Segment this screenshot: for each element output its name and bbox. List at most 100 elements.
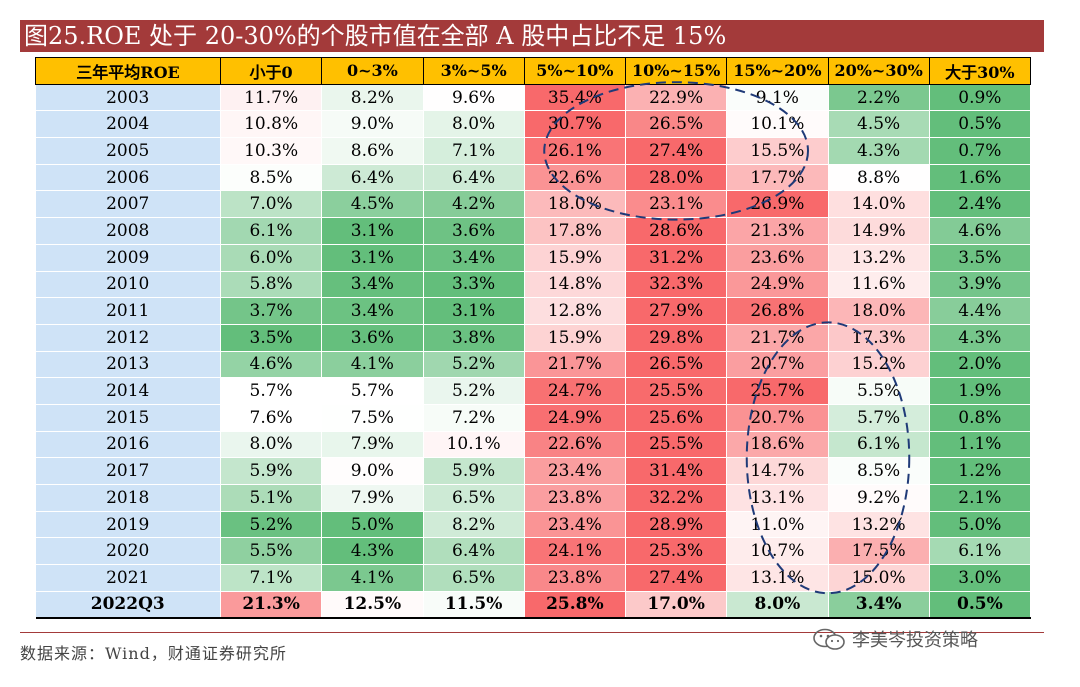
heat-cell: 9.0% <box>321 457 424 485</box>
heat-cell: 4.4% <box>929 297 1032 325</box>
heat-cell: 5.7% <box>828 404 930 432</box>
row-label: 2022Q3 <box>35 591 221 619</box>
row-label: 2018 <box>35 484 221 512</box>
column-header: 15%~20% <box>726 57 829 85</box>
table-header-row: 三年平均ROE 小于0 0~3% 3%~5% 5%~10% 10%~15% 15%~20% 2… <box>35 57 1032 85</box>
heat-cell: 5.9% <box>220 457 323 485</box>
heat-cell: 5.5% <box>220 537 323 566</box>
row-label: 2007 <box>35 190 221 219</box>
heat-cell: 25.7% <box>726 377 829 405</box>
heat-cell: 2.0% <box>929 351 1032 379</box>
column-header: 3%~5% <box>422 57 525 85</box>
heat-cell: 26.5% <box>625 110 728 139</box>
table-row: 2012 3.5% 3.6% 3.8% 15.9% 29.8% 21.7% 17.3% 4.3% <box>35 324 1032 352</box>
heat-cell: 3.1% <box>321 217 424 245</box>
heat-cell: 5.2% <box>423 377 525 405</box>
footer-divider <box>20 632 1044 633</box>
heat-cell: 14.0% <box>828 190 930 219</box>
heat-cell: 23.8% <box>524 484 627 512</box>
table-row: 2017 5.9% 9.0% 5.9% 23.4% 31.4% 14.7% 8.5% 1.2% <box>35 457 1032 485</box>
table-row: 2004 10.8% 9.0% 8.0% 30.7% 26.5% 10.1% 4.5% 0.5% <box>35 110 1032 139</box>
heat-cell: 5.9% <box>423 457 525 485</box>
table-row: 2015 7.6% 7.5% 7.2% 24.9% 25.6% 20.7% 5.7% 0.8% <box>35 404 1032 432</box>
heat-cell: 3.1% <box>423 297 525 325</box>
heat-cell: 12.8% <box>524 297 627 325</box>
roe-heatmap-table: 三年平均ROE 小于0 0~3% 3%~5% 5%~10% 10%~15% 15%~20% 2… <box>35 57 1032 619</box>
heat-cell: 23.6% <box>726 244 829 272</box>
heat-cell: 9.2% <box>828 484 930 512</box>
heat-cell: 6.5% <box>423 564 525 592</box>
row-header-label: 三年平均ROE <box>35 57 221 85</box>
heat-cell: 5.2% <box>423 351 525 379</box>
watermark-text: 李美岑投资策略 <box>852 630 978 651</box>
row-label: 2009 <box>35 244 221 272</box>
heat-cell: 21.3% <box>220 591 323 619</box>
heat-cell: 32.3% <box>625 271 728 299</box>
heat-cell: 5.7% <box>220 377 323 405</box>
heat-cell: 1.9% <box>929 377 1032 405</box>
heat-cell: 6.1% <box>929 537 1032 566</box>
row-label: 2011 <box>35 297 221 325</box>
heat-cell: 13.2% <box>828 511 930 539</box>
heat-cell: 24.9% <box>524 404 627 432</box>
table-row: 2006 8.5% 6.4% 6.4% 22.6% 28.0% 17.7% 8.8% 1.6% <box>35 164 1032 192</box>
watermark: 李美岑投资策略 <box>812 626 978 652</box>
heat-cell: 0.7% <box>929 137 1032 165</box>
heat-cell: 10.1% <box>726 110 829 139</box>
heat-cell: 24.7% <box>524 377 627 405</box>
heat-cell: 9.1% <box>726 84 829 112</box>
heat-cell: 14.9% <box>828 217 930 245</box>
heat-cell: 20.7% <box>726 404 829 432</box>
heat-cell: 25.5% <box>625 377 728 405</box>
heat-cell: 2.2% <box>828 84 930 112</box>
heat-cell: 31.2% <box>625 244 728 272</box>
heat-cell: 3.0% <box>929 564 1032 592</box>
heat-cell: 1.6% <box>929 164 1032 192</box>
heat-cell: 11.6% <box>828 271 930 299</box>
row-label: 2020 <box>35 537 221 566</box>
row-label: 2019 <box>35 511 221 539</box>
heat-cell: 2.4% <box>929 190 1032 219</box>
heat-cell: 3.1% <box>321 244 424 272</box>
row-label: 2021 <box>35 564 221 592</box>
column-header: 小于0 <box>219 57 323 85</box>
heat-cell: 25.6% <box>625 404 728 432</box>
heat-cell: 6.4% <box>423 537 525 566</box>
heat-cell: 25.3% <box>625 537 728 566</box>
heat-cell: 18.0% <box>828 297 930 325</box>
heat-cell: 26.5% <box>625 351 728 379</box>
heat-cell: 3.9% <box>929 271 1032 299</box>
heat-cell: 5.8% <box>220 271 323 299</box>
heat-cell: 7.1% <box>423 137 525 165</box>
heat-cell: 4.1% <box>321 351 424 379</box>
heat-cell: 10.1% <box>423 431 525 459</box>
heat-cell: 15.2% <box>828 351 930 379</box>
heat-cell: 26.1% <box>524 137 627 165</box>
heat-cell: 1.2% <box>929 457 1032 485</box>
heat-cell: 4.2% <box>423 190 525 219</box>
table-row: 2003 11.7% 8.2% 9.6% 35.4% 22.9% 9.1% 2.2% 0.9% <box>35 84 1032 112</box>
heat-cell: 7.9% <box>321 484 424 512</box>
column-header: 20%~30% <box>827 57 930 85</box>
heat-cell: 4.6% <box>929 217 1032 245</box>
heat-cell: 22.6% <box>524 164 627 192</box>
heat-cell: 8.8% <box>828 164 930 192</box>
heat-cell: 4.6% <box>220 351 323 379</box>
heat-cell: 17.7% <box>726 164 829 192</box>
heat-cell: 30.7% <box>524 110 627 139</box>
chart-title: 图25.ROE 处于 20-30%的个股市值在全部 A 股中占比不足 15% <box>20 20 1044 52</box>
table-row: 2008 6.1% 3.1% 3.6% 17.8% 28.6% 21.3% 14.9% 4.6% <box>35 217 1032 245</box>
heat-cell: 2.1% <box>929 484 1032 512</box>
heat-cell: 4.1% <box>321 564 424 592</box>
heat-cell: 9.6% <box>423 84 525 112</box>
heat-cell: 29.8% <box>625 324 728 352</box>
heat-cell: 8.2% <box>321 84 424 112</box>
heat-cell: 14.7% <box>726 457 829 485</box>
heat-cell: 25.8% <box>524 591 627 619</box>
heat-cell: 5.0% <box>321 511 424 539</box>
heat-cell: 8.0% <box>726 591 829 619</box>
heat-cell: 23.4% <box>524 511 627 539</box>
table-row: 2011 3.7% 3.4% 3.1% 12.8% 27.9% 26.8% 18.0% 4.4% <box>35 297 1032 325</box>
heat-cell: 0.8% <box>929 404 1032 432</box>
row-label: 2006 <box>35 164 221 192</box>
